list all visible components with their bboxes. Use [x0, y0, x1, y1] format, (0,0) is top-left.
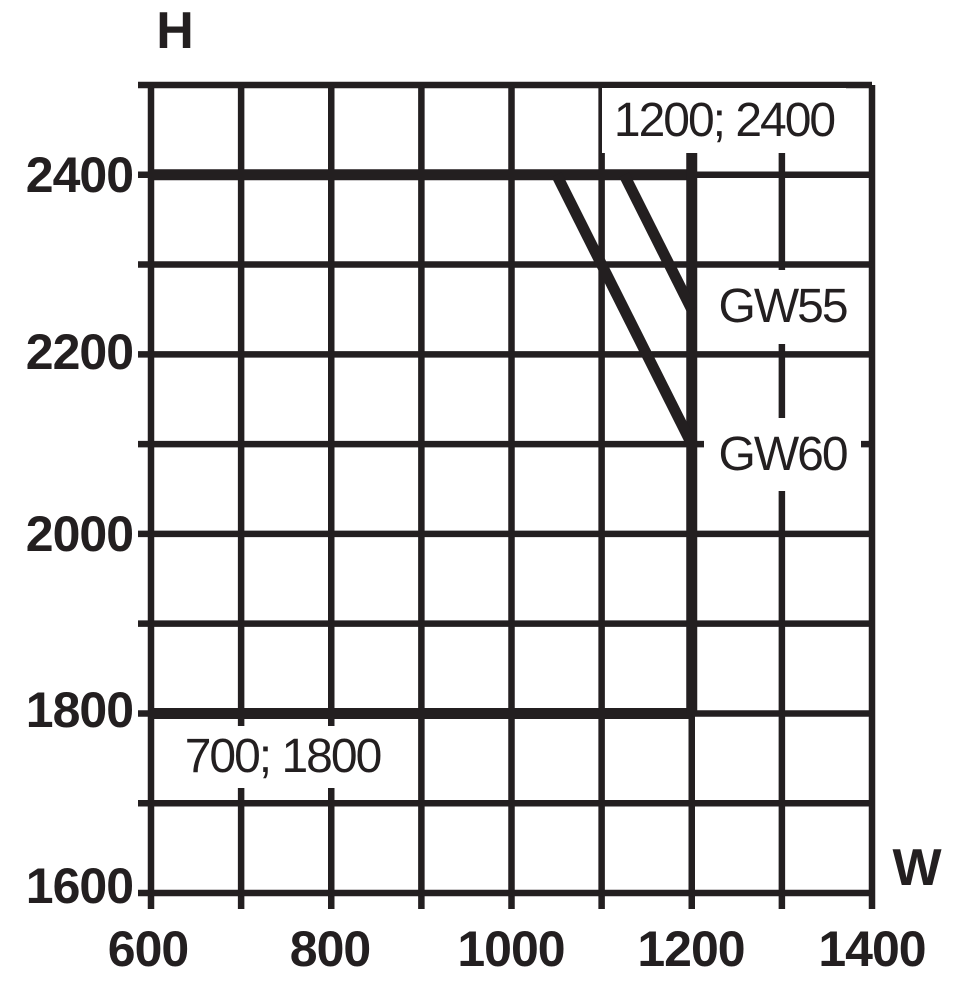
y-tick-label-2400: 2400 — [25, 147, 134, 203]
y-axis-title: H — [156, 2, 194, 60]
callout-gw60-text: GW60 — [718, 427, 848, 481]
callout-max-point-1200-2400: 1200; 2400 — [602, 88, 846, 153]
callout-gw60: GW60 — [704, 418, 861, 491]
y-tick-label-1600: 1600 — [25, 858, 134, 914]
gw55-limit-line — [619, 172, 697, 312]
callout-gw55-text: GW55 — [718, 280, 848, 333]
callout-gw55: GW55 — [704, 270, 861, 344]
x-tick-label-800: 800 — [289, 921, 371, 977]
callout-max-point-text: 1200; 2400 — [613, 93, 836, 147]
y-tick-label-1800: 1800 — [25, 682, 134, 738]
callout-min-point-700-1800: 700; 1800 — [159, 726, 406, 788]
x-axis-title: W — [892, 839, 942, 897]
gw60-limit-line — [551, 172, 697, 447]
y-tick-label-2000: 2000 — [25, 506, 134, 562]
callout-min-point-text: 700; 1800 — [184, 730, 383, 783]
x-tick-label-1400: 1400 — [818, 921, 926, 977]
x-tick-label-1200: 1200 — [637, 921, 745, 977]
y-tick-label-2200: 2200 — [25, 324, 134, 380]
x-tick-label-600: 600 — [107, 921, 189, 977]
x-tick-label-1000: 1000 — [457, 921, 565, 977]
